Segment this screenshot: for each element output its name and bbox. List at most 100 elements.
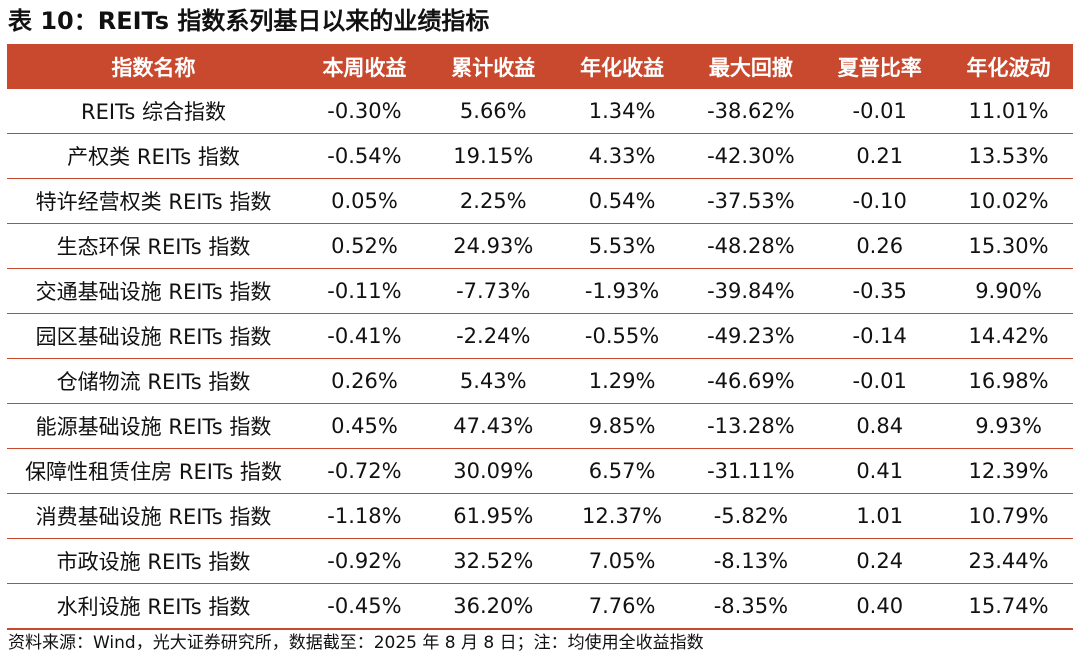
annualized-volatility-cell: 13.53% bbox=[944, 133, 1073, 179]
table-row: 水利设施 REITs 指数 -0.45% 36.20% 7.76% -8.35% 0.40… bbox=[7, 583, 1073, 630]
header-annualized-volatility: 年化波动 bbox=[944, 44, 1073, 89]
index-name-cell: 园区基础设施 REITs 指数 bbox=[7, 313, 301, 359]
weekly-return-cell: -0.92% bbox=[300, 538, 429, 584]
annualized-return-cell: 12.37% bbox=[557, 493, 687, 539]
annualized-volatility-cell: 15.74% bbox=[944, 583, 1073, 630]
source-note: 资料来源：Wind，光大证券研究所，数据截至：2025 年 8 月 8 日；注：… bbox=[8, 633, 704, 653]
sharpe-ratio-cell: 0.26 bbox=[815, 223, 945, 269]
cumulative-return-cell: 5.43% bbox=[428, 358, 558, 404]
weekly-return-cell: 0.45% bbox=[300, 403, 429, 449]
table-row: 市政设施 REITs 指数 -0.92% 32.52% 7.05% -8.13% 0.24… bbox=[7, 538, 1073, 584]
index-name-cell: 市政设施 REITs 指数 bbox=[7, 538, 301, 584]
table-row: 生态环保 REITs 指数 0.52% 24.93% 5.53% -48.28% 0.26… bbox=[7, 223, 1073, 269]
annualized-return-cell: 6.57% bbox=[557, 448, 687, 494]
annualized-volatility-cell: 10.79% bbox=[944, 493, 1073, 539]
index-name-cell: 仓储物流 REITs 指数 bbox=[7, 358, 301, 404]
annualized-return-cell: 7.76% bbox=[557, 583, 687, 630]
header-max-drawdown: 最大回撤 bbox=[686, 44, 816, 89]
max-drawdown-cell: -49.23% bbox=[686, 313, 816, 359]
header-cumulative-return: 累计收益 bbox=[428, 44, 558, 89]
sharpe-ratio-cell: -0.10 bbox=[815, 178, 945, 224]
weekly-return-cell: -0.41% bbox=[300, 313, 429, 359]
annualized-volatility-cell: 10.02% bbox=[944, 178, 1073, 224]
max-drawdown-cell: -13.28% bbox=[686, 403, 816, 449]
sharpe-ratio-cell: 1.01 bbox=[815, 493, 945, 539]
sharpe-ratio-cell: -0.01 bbox=[815, 358, 945, 404]
header-row: 指数名称 本周收益 累计收益 年化收益 最大回撤 夏普比率 年化波动 bbox=[7, 44, 1073, 89]
sharpe-ratio-cell: 0.24 bbox=[815, 538, 945, 584]
table-row: 消费基础设施 REITs 指数 -1.18% 61.95% 12.37% -5.82% 1… bbox=[7, 493, 1073, 539]
max-drawdown-cell: -8.13% bbox=[686, 538, 816, 584]
sharpe-ratio-cell: 0.84 bbox=[815, 403, 945, 449]
max-drawdown-cell: -39.84% bbox=[686, 268, 816, 314]
table-row: 仓储物流 REITs 指数 0.26% 5.43% 1.29% -46.69% -0.01… bbox=[7, 358, 1073, 404]
annualized-return-cell: 4.33% bbox=[557, 133, 687, 179]
table-row: 产权类 REITs 指数 -0.54% 19.15% 4.33% -42.30% 0.21… bbox=[7, 133, 1073, 179]
table-body: REITs 综合指数 -0.30% 5.66% 1.34% -38.62% -0.01 11… bbox=[7, 89, 1073, 630]
table-row: 园区基础设施 REITs 指数 -0.41% -2.24% -0.55% -49.23%… bbox=[7, 313, 1073, 359]
weekly-return-cell: -0.72% bbox=[300, 448, 429, 494]
table-row: 保障性租赁住房 REITs 指数 -0.72% 30.09% 6.57% -31.11%… bbox=[7, 448, 1073, 494]
table-row: 特许经营权类 REITs 指数 0.05% 2.25% 0.54% -37.53% -0.… bbox=[7, 178, 1073, 224]
index-name-cell: 生态环保 REITs 指数 bbox=[7, 223, 301, 269]
header-index-name: 指数名称 bbox=[7, 44, 301, 89]
annualized-return-cell: 0.54% bbox=[557, 178, 687, 224]
annualized-volatility-cell: 9.90% bbox=[944, 268, 1073, 314]
sharpe-ratio-cell: 0.41 bbox=[815, 448, 945, 494]
cumulative-return-cell: 61.95% bbox=[428, 493, 558, 539]
weekly-return-cell: -0.54% bbox=[300, 133, 429, 179]
index-name-cell: 水利设施 REITs 指数 bbox=[7, 583, 301, 630]
annualized-return-cell: 1.34% bbox=[557, 89, 687, 134]
sharpe-ratio-cell: 0.21 bbox=[815, 133, 945, 179]
index-name-cell: REITs 综合指数 bbox=[7, 89, 301, 134]
max-drawdown-cell: -5.82% bbox=[686, 493, 816, 539]
max-drawdown-cell: -31.11% bbox=[686, 448, 816, 494]
cumulative-return-cell: 36.20% bbox=[428, 583, 558, 630]
index-name-cell: 特许经营权类 REITs 指数 bbox=[7, 178, 301, 224]
max-drawdown-cell: -42.30% bbox=[686, 133, 816, 179]
index-name-cell: 能源基础设施 REITs 指数 bbox=[7, 403, 301, 449]
annualized-volatility-cell: 14.42% bbox=[944, 313, 1073, 359]
weekly-return-cell: -0.30% bbox=[300, 89, 429, 134]
max-drawdown-cell: -38.62% bbox=[686, 89, 816, 134]
sharpe-ratio-cell: -0.01 bbox=[815, 89, 945, 134]
sharpe-ratio-cell: -0.35 bbox=[815, 268, 945, 314]
annualized-return-cell: 1.29% bbox=[557, 358, 687, 404]
table-row: 交通基础设施 REITs 指数 -0.11% -7.73% -1.93% -39.84%… bbox=[7, 268, 1073, 314]
max-drawdown-cell: -48.28% bbox=[686, 223, 816, 269]
annualized-volatility-cell: 15.30% bbox=[944, 223, 1073, 269]
performance-table: 指数名称 本周收益 累计收益 年化收益 最大回撤 夏普比率 年化波动 REITs… bbox=[7, 44, 1073, 630]
weekly-return-cell: 0.52% bbox=[300, 223, 429, 269]
index-name-cell: 产权类 REITs 指数 bbox=[7, 133, 301, 179]
annualized-volatility-cell: 12.39% bbox=[944, 448, 1073, 494]
cumulative-return-cell: 5.66% bbox=[428, 89, 558, 134]
cumulative-return-cell: -7.73% bbox=[428, 268, 558, 314]
annualized-return-cell: -0.55% bbox=[557, 313, 687, 359]
annualized-return-cell: 5.53% bbox=[557, 223, 687, 269]
annualized-return-cell: -1.93% bbox=[557, 268, 687, 314]
header-sharpe-ratio: 夏普比率 bbox=[815, 44, 945, 89]
cumulative-return-cell: -2.24% bbox=[428, 313, 558, 359]
annualized-volatility-cell: 9.93% bbox=[944, 403, 1073, 449]
annualized-volatility-cell: 16.98% bbox=[944, 358, 1073, 404]
sharpe-ratio-cell: -0.14 bbox=[815, 313, 945, 359]
annualized-volatility-cell: 23.44% bbox=[944, 538, 1073, 584]
table-row: 能源基础设施 REITs 指数 0.45% 47.43% 9.85% -13.28% 0.… bbox=[7, 403, 1073, 449]
weekly-return-cell: 0.26% bbox=[300, 358, 429, 404]
index-name-cell: 消费基础设施 REITs 指数 bbox=[7, 493, 301, 539]
index-name-cell: 交通基础设施 REITs 指数 bbox=[7, 268, 301, 314]
index-name-cell: 保障性租赁住房 REITs 指数 bbox=[7, 448, 301, 494]
cumulative-return-cell: 47.43% bbox=[428, 403, 558, 449]
header-weekly-return: 本周收益 bbox=[300, 44, 429, 89]
sharpe-ratio-cell: 0.40 bbox=[815, 583, 945, 630]
table-header: 指数名称 本周收益 累计收益 年化收益 最大回撤 夏普比率 年化波动 bbox=[7, 44, 1073, 89]
annualized-volatility-cell: 11.01% bbox=[944, 89, 1073, 134]
cumulative-return-cell: 24.93% bbox=[428, 223, 558, 269]
annualized-return-cell: 9.85% bbox=[557, 403, 687, 449]
weekly-return-cell: 0.05% bbox=[300, 178, 429, 224]
max-drawdown-cell: -8.35% bbox=[686, 583, 816, 630]
max-drawdown-cell: -46.69% bbox=[686, 358, 816, 404]
cumulative-return-cell: 32.52% bbox=[428, 538, 558, 584]
weekly-return-cell: -0.45% bbox=[300, 583, 429, 630]
header-annualized-return: 年化收益 bbox=[557, 44, 687, 89]
